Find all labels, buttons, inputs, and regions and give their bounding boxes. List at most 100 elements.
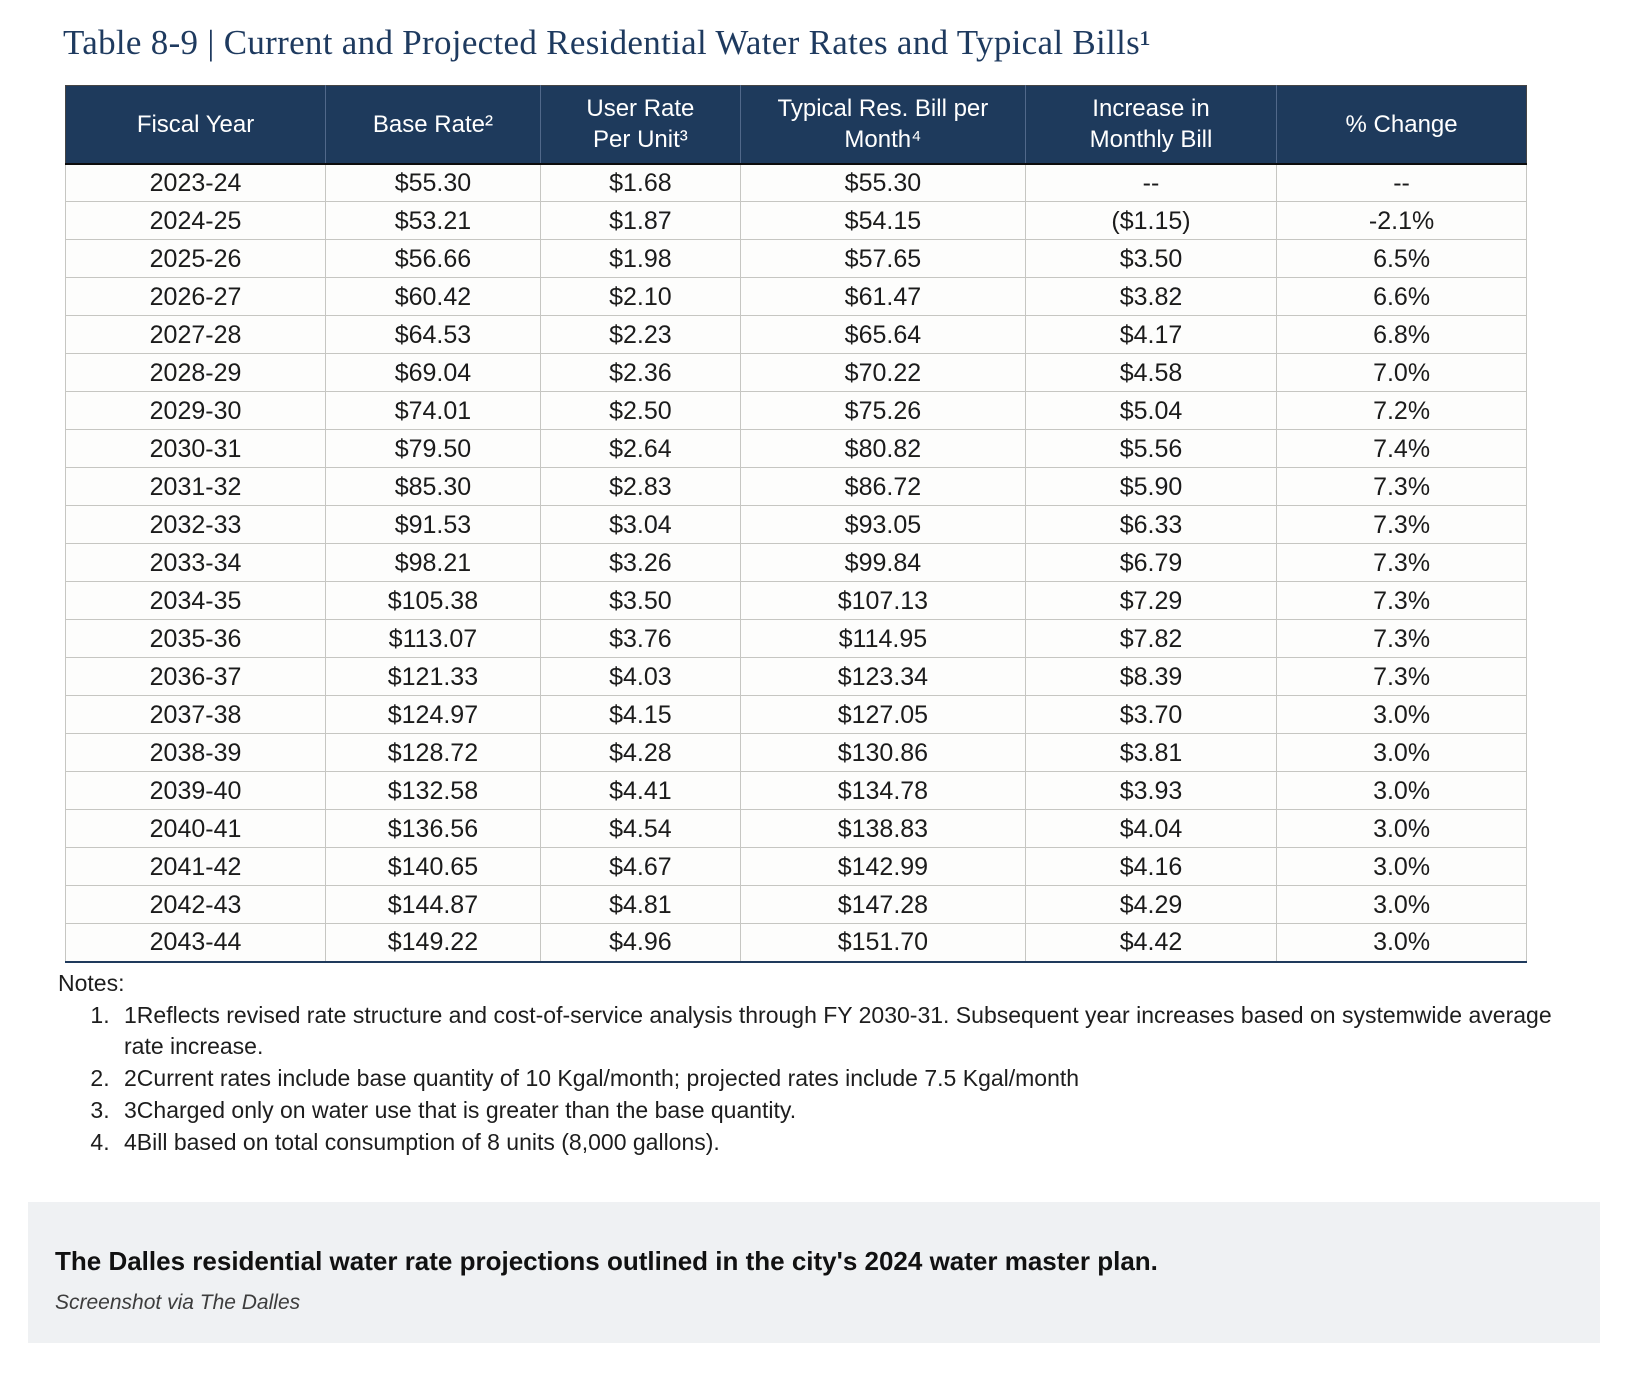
cell-typical-bill: $114.95	[739, 619, 1026, 658]
cell-pct-change: 7.3%	[1276, 505, 1527, 544]
cell-user-rate: $1.68	[539, 163, 741, 202]
cell-pct-change: 7.2%	[1276, 391, 1527, 430]
note-item: 3Charged only on water use that is great…	[116, 1095, 1600, 1126]
cell-increase: $4.17	[1024, 315, 1278, 354]
header-pct-change: % Change	[1276, 85, 1527, 165]
cell-pct-change: 3.0%	[1276, 771, 1527, 810]
cell-pct-change: 7.4%	[1276, 429, 1527, 468]
header-user-rate: User Rate Per Unit³	[539, 85, 741, 165]
cell-increase: $6.79	[1024, 543, 1278, 582]
cell-base-rate: $136.56	[325, 809, 541, 848]
cell-base-rate: $128.72	[325, 733, 541, 772]
cell-typical-bill: $138.83	[739, 809, 1026, 848]
cell-base-rate: $53.21	[325, 201, 541, 240]
cell-increase: $4.16	[1024, 847, 1278, 886]
cell-user-rate: $2.83	[539, 467, 741, 506]
cell-increase: $3.81	[1024, 733, 1278, 772]
cell-increase: $4.04	[1024, 809, 1278, 848]
cell-typical-bill: $127.05	[739, 695, 1026, 734]
cell-pct-change: 3.0%	[1276, 885, 1527, 924]
cell-fiscal-year: 2037-38	[64, 695, 327, 734]
table-row: 2040-41 $136.56 $4.54 $138.83 $4.04 3.0%	[64, 809, 1527, 848]
cell-pct-change: 7.0%	[1276, 353, 1527, 392]
cell-user-rate: $4.96	[539, 923, 741, 962]
table-row: 2041-42 $140.65 $4.67 $142.99 $4.16 3.0%	[64, 847, 1527, 886]
cell-pct-change: 7.3%	[1276, 581, 1527, 620]
cell-user-rate: $3.26	[539, 543, 741, 582]
cell-pct-change: 3.0%	[1276, 733, 1527, 772]
cell-fiscal-year: 2043-44	[64, 923, 327, 962]
cell-typical-bill: $130.86	[739, 733, 1026, 772]
cell-increase: ($1.15)	[1024, 201, 1278, 240]
cell-pct-change: 6.5%	[1276, 239, 1527, 278]
table-row: 2027-28 $64.53 $2.23 $65.64 $4.17 6.8%	[64, 315, 1527, 354]
cell-base-rate: $91.53	[325, 505, 541, 544]
cell-user-rate: $2.23	[539, 315, 741, 354]
cell-user-rate: $2.10	[539, 277, 741, 316]
cell-typical-bill: $57.65	[739, 239, 1026, 278]
cell-base-rate: $98.21	[325, 543, 541, 582]
cell-increase: $3.50	[1024, 239, 1278, 278]
cell-typical-bill: $61.47	[739, 277, 1026, 316]
cell-typical-bill: $107.13	[739, 581, 1026, 620]
cell-base-rate: $149.22	[325, 923, 541, 962]
cell-pct-change: 7.3%	[1276, 619, 1527, 658]
cell-pct-change: 6.8%	[1276, 315, 1527, 354]
cell-pct-change: 7.3%	[1276, 467, 1527, 506]
cell-typical-bill: $80.82	[739, 429, 1026, 468]
cell-pct-change: 7.3%	[1276, 657, 1527, 696]
notes-list: 1Reflects revised rate structure and cos…	[58, 1000, 1600, 1158]
page-title: Table 8-9 | Current and Projected Reside…	[63, 23, 1151, 62]
table-row: 2032-33 $91.53 $3.04 $93.05 $6.33 7.3%	[64, 505, 1527, 544]
cell-fiscal-year: 2023-24	[64, 163, 327, 202]
cell-fiscal-year: 2024-25	[64, 201, 327, 240]
cell-fiscal-year: 2036-37	[64, 657, 327, 696]
cell-increase: $6.33	[1024, 505, 1278, 544]
notes-label: Notes:	[58, 969, 125, 996]
cell-pct-change: 3.0%	[1276, 695, 1527, 734]
cell-typical-bill: $134.78	[739, 771, 1026, 810]
cell-fiscal-year: 2039-40	[64, 771, 327, 810]
header-fiscal-year: Fiscal Year	[65, 85, 326, 165]
table-row: 2025-26 $56.66 $1.98 $57.65 $3.50 6.5%	[64, 239, 1527, 278]
cell-pct-change: 3.0%	[1276, 923, 1527, 962]
table-header-row: Fiscal Year Base Rate² User Rate Per Uni…	[65, 85, 1527, 165]
cell-user-rate: $3.04	[539, 505, 741, 544]
table-row: 2029-30 $74.01 $2.50 $75.26 $5.04 7.2%	[64, 391, 1527, 430]
cell-base-rate: $121.33	[325, 657, 541, 696]
cell-base-rate: $55.30	[325, 163, 541, 202]
cell-base-rate: $113.07	[325, 619, 541, 658]
note-item: 2Current rates include base quantity of …	[116, 1063, 1600, 1094]
cell-increase: $4.58	[1024, 353, 1278, 392]
note-item: 4Bill based on total consumption of 8 un…	[116, 1127, 1600, 1158]
cell-pct-change: --	[1276, 163, 1527, 202]
cell-increase: $3.82	[1024, 277, 1278, 316]
cell-pct-change: 7.3%	[1276, 543, 1527, 582]
cell-typical-bill: $151.70	[739, 923, 1026, 962]
cell-fiscal-year: 2032-33	[64, 505, 327, 544]
table-row: 2036-37 $121.33 $4.03 $123.34 $8.39 7.3%	[64, 657, 1527, 696]
header-base-rate: Base Rate²	[325, 85, 541, 165]
cell-increase: $7.82	[1024, 619, 1278, 658]
cell-fiscal-year: 2034-35	[64, 581, 327, 620]
cell-fiscal-year: 2030-31	[64, 429, 327, 468]
water-rates-table-container: Fiscal Year Base Rate² User Rate Per Uni…	[64, 85, 1527, 963]
cell-typical-bill: $99.84	[739, 543, 1026, 582]
cell-typical-bill: $65.64	[739, 315, 1026, 354]
cell-base-rate: $74.01	[325, 391, 541, 430]
cell-increase: $3.93	[1024, 771, 1278, 810]
cell-fiscal-year: 2042-43	[64, 885, 327, 924]
table-row: 2034-35 $105.38 $3.50 $107.13 $7.29 7.3%	[64, 581, 1527, 620]
cell-user-rate: $1.98	[539, 239, 741, 278]
cell-fiscal-year: 2028-29	[64, 353, 327, 392]
cell-typical-bill: $93.05	[739, 505, 1026, 544]
cell-increase: $5.90	[1024, 467, 1278, 506]
cell-pct-change: 3.0%	[1276, 809, 1527, 848]
cell-user-rate: $1.87	[539, 201, 741, 240]
cell-typical-bill: $54.15	[739, 201, 1026, 240]
table-row: 2024-25 $53.21 $1.87 $54.15 ($1.15) -2.1…	[64, 201, 1527, 240]
cell-increase: $7.29	[1024, 581, 1278, 620]
cell-base-rate: $144.87	[325, 885, 541, 924]
cell-typical-bill: $75.26	[739, 391, 1026, 430]
table-row: 2037-38 $124.97 $4.15 $127.05 $3.70 3.0%	[64, 695, 1527, 734]
